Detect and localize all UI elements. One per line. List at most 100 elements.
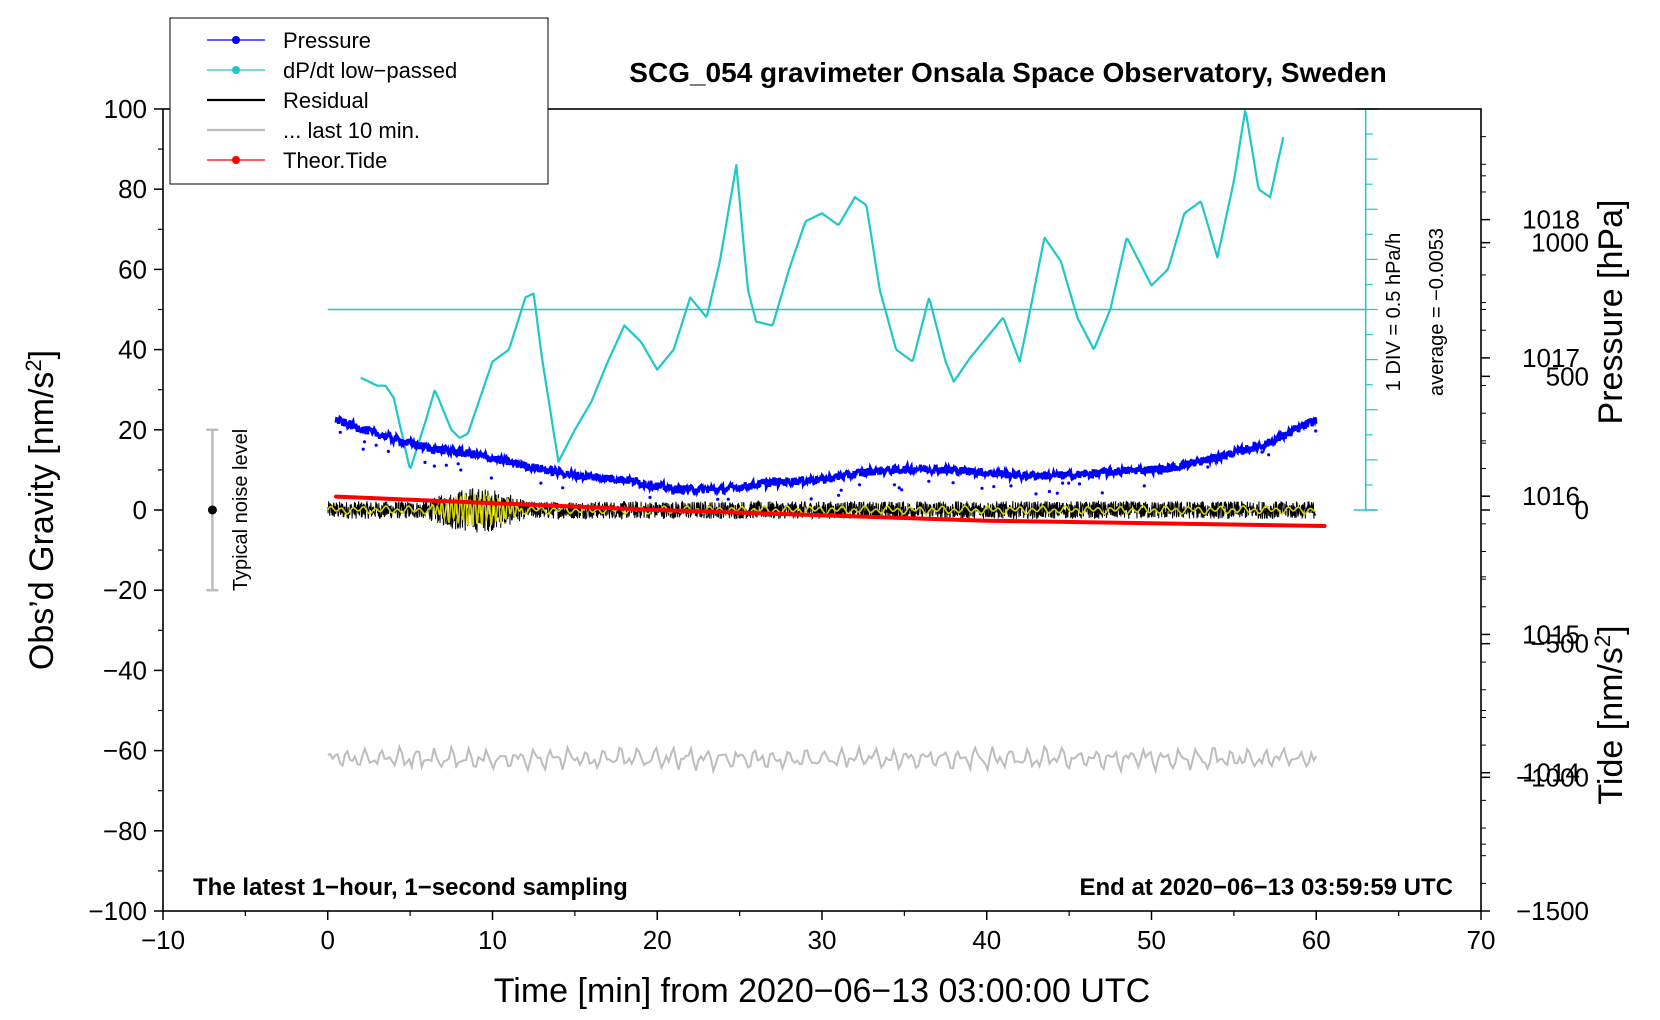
pressure-point bbox=[1260, 450, 1264, 454]
axes: −10 0 10 20 30 40 50 60 70100806040200−20−40−60−… bbox=[88, 94, 1589, 955]
x-tick-label: 60 bbox=[1302, 925, 1331, 955]
pressure-point bbox=[423, 460, 427, 464]
legend-label: dP/dt low−passed bbox=[283, 58, 457, 83]
pressure-tick-label: 1017 bbox=[1522, 343, 1580, 373]
pressure-point bbox=[648, 495, 652, 499]
series-residual-smoothed bbox=[327, 491, 1317, 527]
pressure-point bbox=[456, 462, 460, 466]
plot-marks bbox=[206, 108, 1378, 775]
pressure-point bbox=[1314, 429, 1318, 433]
legend-label: Theor.Tide bbox=[283, 148, 387, 173]
pressure-point bbox=[837, 493, 841, 497]
series-last10-line bbox=[327, 743, 1318, 775]
noise-level-label: Typical noise level bbox=[230, 429, 252, 591]
y-axis-title-main: Obs’d Gravity [nm/s bbox=[23, 372, 61, 671]
pressure-point bbox=[1034, 492, 1038, 496]
y-tick-label: −100 bbox=[88, 896, 147, 926]
series-pressure-line bbox=[334, 414, 1318, 498]
tide-axis-title-sup: 2 bbox=[1590, 635, 1615, 647]
pressure-point bbox=[927, 479, 931, 483]
tide-axis-title: Tide [nm/s2] bbox=[1590, 625, 1630, 804]
pressure-point bbox=[839, 488, 843, 492]
pressure-tick-label: 1016 bbox=[1522, 481, 1580, 511]
tide-tick-label: 500 bbox=[1546, 361, 1589, 391]
y-axis-title-end: ] bbox=[23, 350, 61, 359]
y-tick-label: 60 bbox=[118, 254, 147, 284]
pressure-point bbox=[980, 486, 984, 490]
legend-entries: Pressure dP/dt low−passed Residual ... last… bbox=[207, 28, 457, 173]
pressure-tick-label: 1015 bbox=[1522, 619, 1580, 649]
pressure-point bbox=[951, 481, 955, 485]
legend-marker bbox=[232, 36, 240, 44]
tide-axis-title-main: Tide [nm/s bbox=[1592, 647, 1630, 804]
pressure-point bbox=[1055, 491, 1059, 495]
chart-title: SCG_054 gravimeter Onsala Space Observat… bbox=[629, 57, 1386, 88]
tide-axis-title-end: ] bbox=[1592, 625, 1630, 634]
pressure-point bbox=[361, 447, 365, 451]
x-tick-label: 10 bbox=[478, 925, 507, 955]
y-tick-label: −60 bbox=[103, 736, 147, 766]
x-tick-label: 20 bbox=[643, 925, 672, 955]
pressure-point bbox=[1077, 482, 1082, 486]
pressure-point bbox=[374, 443, 378, 447]
annotation-end-time: End at 2020−06−13 03:59:59 UTC bbox=[1079, 874, 1453, 901]
legend-marker bbox=[232, 156, 240, 164]
series-dpdt-line bbox=[360, 110, 1285, 469]
pressure-point bbox=[1009, 484, 1013, 488]
y-tick-label: −40 bbox=[103, 655, 147, 685]
y-axis-title: Obs’d Gravity [nm/s2] bbox=[21, 350, 61, 670]
y-tick-label: −80 bbox=[103, 816, 147, 846]
tide-tick-label: −1500 bbox=[1516, 896, 1589, 926]
pressure-point bbox=[432, 464, 436, 468]
legend-marker bbox=[232, 66, 240, 74]
y-tick-label: 40 bbox=[118, 335, 147, 365]
pressure-point bbox=[1100, 491, 1104, 495]
x-tick-label: −10 bbox=[141, 925, 185, 955]
tide-tick-label: 0 bbox=[1575, 495, 1589, 525]
y-tick-label: 80 bbox=[118, 174, 147, 204]
pressure-point bbox=[1067, 481, 1071, 485]
pressure-point bbox=[444, 463, 448, 467]
pressure-point bbox=[1061, 481, 1065, 485]
noise-bar-center bbox=[207, 505, 217, 515]
x-axis-title: Time [min] from 2020−06−13 03:00:00 UTC bbox=[494, 972, 1150, 1010]
x-tick-label: 50 bbox=[1137, 925, 1166, 955]
y-tick-label: 0 bbox=[133, 495, 147, 525]
pressure-point bbox=[992, 485, 996, 489]
pressure-point bbox=[561, 486, 565, 490]
pressure-point bbox=[362, 440, 367, 444]
tide-tick-label: 1000 bbox=[1531, 228, 1589, 258]
pressure-point bbox=[489, 476, 493, 480]
tide-tick-label: −500 bbox=[1530, 629, 1589, 659]
x-tick-label: 30 bbox=[808, 925, 837, 955]
legend-label: Residual bbox=[283, 88, 369, 113]
legend: Pressure dP/dt low−passed Residual ... last… bbox=[169, 17, 549, 185]
pressure-point bbox=[716, 497, 720, 501]
y-tick-label: 100 bbox=[104, 94, 147, 124]
pressure-tick-label: 1014 bbox=[1522, 758, 1580, 788]
div-label: 1 DIV = 0.5 hPa/h bbox=[1383, 233, 1405, 391]
average-label: average = −0.0053 bbox=[1426, 228, 1448, 396]
pressure-point bbox=[726, 497, 730, 501]
annotation-sampling: The latest 1−hour, 1−second sampling bbox=[193, 874, 628, 901]
pressure-tick-label: 1018 bbox=[1522, 205, 1580, 235]
pressure-axis-title: Pressure [hPa] bbox=[1592, 200, 1630, 425]
pressure-point bbox=[1267, 453, 1271, 457]
pressure-point bbox=[386, 449, 390, 453]
pressure-point bbox=[897, 486, 901, 490]
pressure-point bbox=[338, 430, 342, 434]
x-tick-label: 0 bbox=[321, 925, 335, 955]
pressure-point bbox=[459, 468, 463, 472]
pressure-point bbox=[539, 481, 543, 485]
pressure-point bbox=[1047, 489, 1051, 494]
tide-tick-label: −1000 bbox=[1516, 762, 1589, 792]
legend-label: ... last 10 min. bbox=[283, 118, 420, 143]
y-tick-label: −20 bbox=[103, 575, 147, 605]
y-tick-label: 20 bbox=[118, 415, 147, 445]
pressure-point bbox=[892, 483, 897, 487]
legend-label: Pressure bbox=[283, 28, 371, 53]
y-axis-title-sup: 2 bbox=[21, 359, 46, 371]
pressure-point bbox=[1206, 465, 1210, 469]
pressure-point bbox=[857, 483, 862, 487]
